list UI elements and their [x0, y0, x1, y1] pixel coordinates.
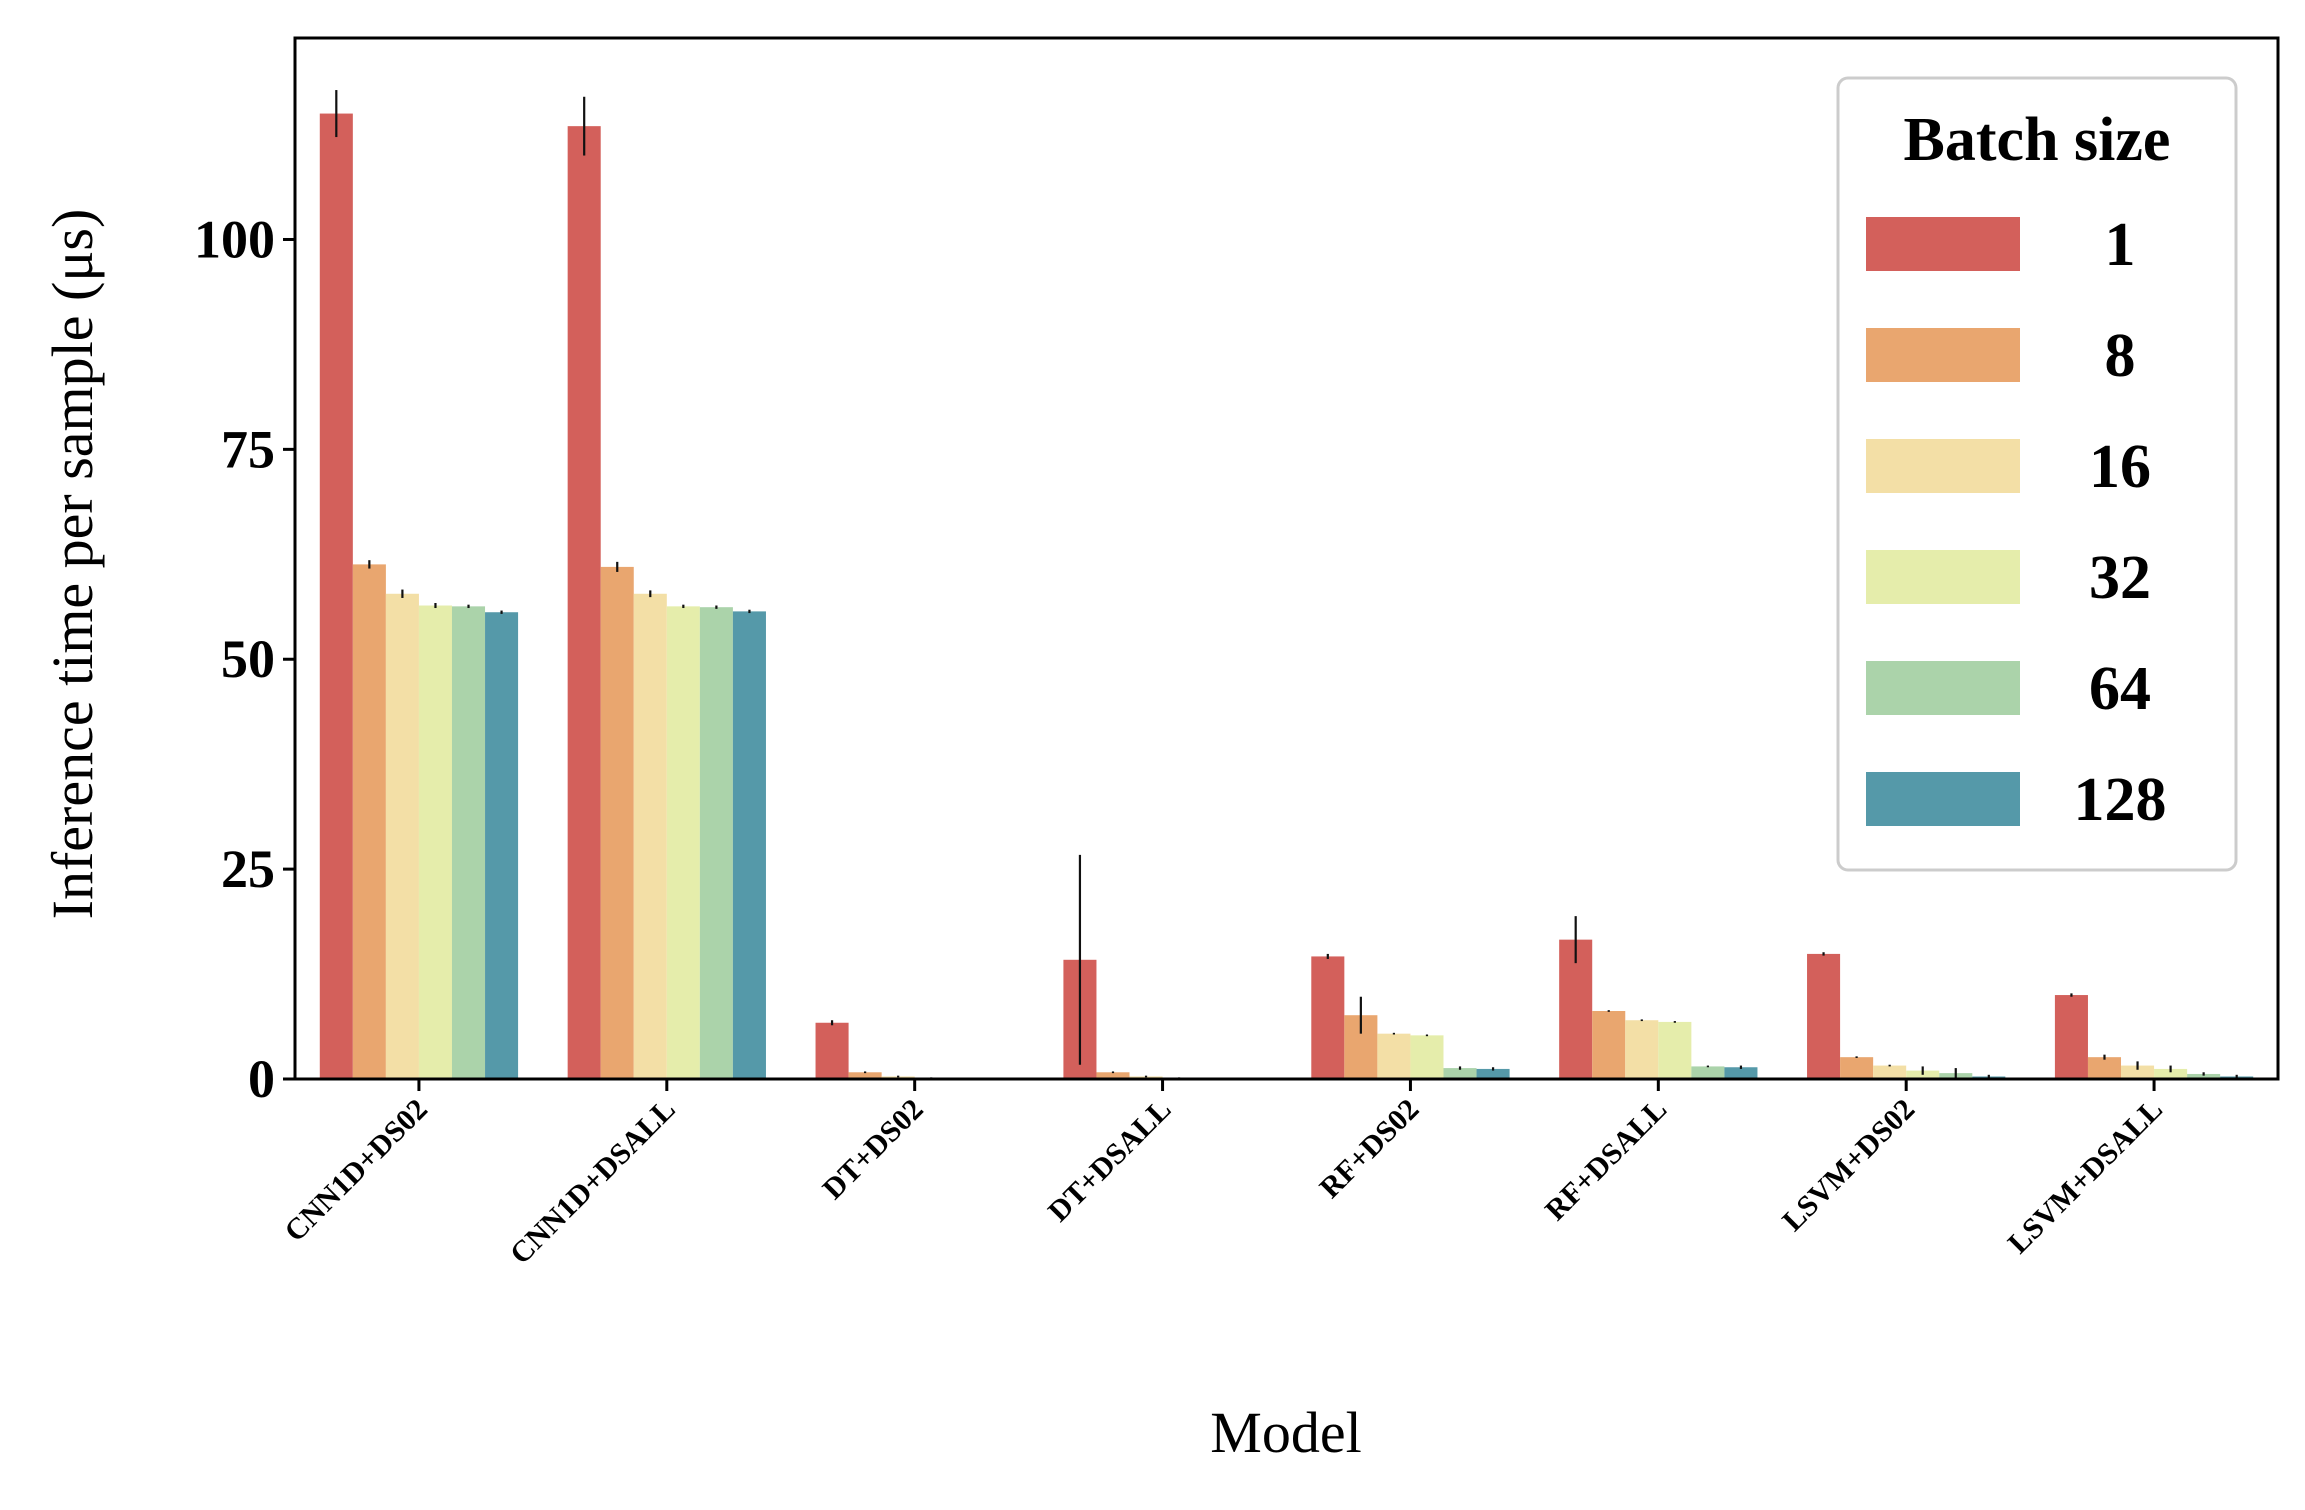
bar-rf-ds02-batch-1 [1311, 956, 1345, 1079]
y-tick-label: 100 [194, 209, 275, 269]
bar-lsvm-ds02-batch-8 [1840, 1057, 1874, 1079]
bar-lsvm-dsall-batch-64 [2187, 1073, 2221, 1079]
legend-label-32: 32 [2089, 544, 2151, 612]
bar-cnn1d-ds02-batch-64 [451, 606, 486, 1079]
bar-rf-dsall-batch-8 [1592, 1011, 1626, 1079]
bar-cnn1d-dsall-batch-8 [600, 566, 634, 1079]
x-axis: CNN1D+DS02 CNN1D+DSALL DT+DS02 DT+DSALL RF+D… [278, 1079, 2169, 1271]
bar-rf-ds02-batch-128 [1476, 1068, 1510, 1079]
legend-swatch-8 [1866, 328, 2020, 382]
legend-swatch-1 [1866, 217, 2020, 271]
y-tick-label: 25 [221, 839, 275, 899]
bar-cnn1d-ds02-batch-128 [485, 612, 519, 1079]
bar-cnn1d-dsall-batch-64 [699, 607, 733, 1079]
bar-cnn1d-ds02-batch-8 [352, 564, 386, 1079]
legend-label-64: 64 [2089, 655, 2151, 723]
bar-lsvm-ds02-batch-1 [1807, 953, 1841, 1079]
bar-cnn1d-ds02-batch-16 [385, 593, 419, 1079]
legend-items: 1 8 16 32 64 128 [1866, 211, 2167, 834]
bar-rf-dsall-batch-128 [1724, 1067, 1758, 1079]
x-tick-label: DT+DS02 [816, 1093, 929, 1206]
bar-rf-dsall-batch-16 [1625, 1020, 1659, 1079]
error-bars-layer [335, 90, 2238, 1079]
bar-cnn1d-dsall-batch-128 [732, 611, 766, 1079]
legend-label-1: 1 [2105, 211, 2136, 279]
x-tick-label: CNN1D+DSALL [504, 1093, 682, 1271]
bar-dt-ds02-batch-1 [815, 1022, 849, 1079]
legend-label-8: 8 [2105, 322, 2136, 390]
bar-lsvm-dsall-batch-8 [2087, 1057, 2122, 1079]
bar-rf-ds02-batch-64 [1443, 1068, 1477, 1079]
y-axis-title: Inference time per sample (μs) [40, 209, 105, 920]
bar-dt-ds02-batch-8 [848, 1072, 882, 1079]
legend-title: Batch size [1904, 106, 2171, 174]
bar-lsvm-dsall-batch-1 [2054, 995, 2088, 1079]
bar-cnn1d-ds02-batch-1 [319, 113, 353, 1079]
y-tick-label: 0 [248, 1049, 275, 1109]
bar-rf-dsall-batch-32 [1658, 1021, 1692, 1079]
legend: Batch size 1 8 16 32 64 128 [1836, 76, 2238, 872]
bar-rf-ds02-batch-32 [1410, 1035, 1444, 1079]
y-tick-label: 75 [221, 419, 275, 479]
bar-cnn1d-ds02-batch-32 [418, 605, 452, 1079]
legend-label-16: 16 [2089, 433, 2151, 501]
legend-label-128: 128 [2074, 766, 2167, 834]
legend-swatch-128 [1866, 772, 2020, 826]
x-axis-title: Model [1210, 1400, 1361, 1465]
x-tick-label: LSVM+DS02 [1776, 1093, 1921, 1238]
bar-cnn1d-dsall-batch-32 [666, 606, 700, 1079]
bar-rf-dsall-batch-64 [1691, 1066, 1725, 1079]
plot-area-frame [293, 36, 2280, 1081]
bar-dt-dsall-batch-8 [1096, 1072, 1130, 1079]
bars-layer [319, 113, 2254, 1079]
x-tick-label: LSVM+DSALL [2002, 1093, 2169, 1260]
legend-swatch-64 [1866, 661, 2020, 715]
bar-lsvm-ds02-batch-16 [1873, 1065, 1907, 1079]
x-tick-label: RF+DS02 [1313, 1093, 1425, 1205]
legend-swatch-32 [1866, 550, 2020, 604]
y-tick-label: 50 [221, 629, 275, 689]
legend-swatch-16 [1866, 439, 2020, 493]
bar-rf-ds02-batch-16 [1377, 1033, 1411, 1079]
x-tick-label: CNN1D+DS02 [278, 1093, 434, 1249]
bar-cnn1d-dsall-batch-16 [633, 593, 667, 1079]
bar-cnn1d-dsall-batch-1 [567, 126, 601, 1079]
y-axis: 0 25 50 75 100 [194, 209, 295, 1109]
bar-lsvm-dsall-batch-16 [2121, 1065, 2155, 1079]
x-tick-label: DT+DSALL [1042, 1093, 1178, 1229]
x-tick-label: RF+DSALL [1539, 1093, 1673, 1227]
bar-lsvm-dsall-batch-32 [2154, 1068, 2188, 1079]
